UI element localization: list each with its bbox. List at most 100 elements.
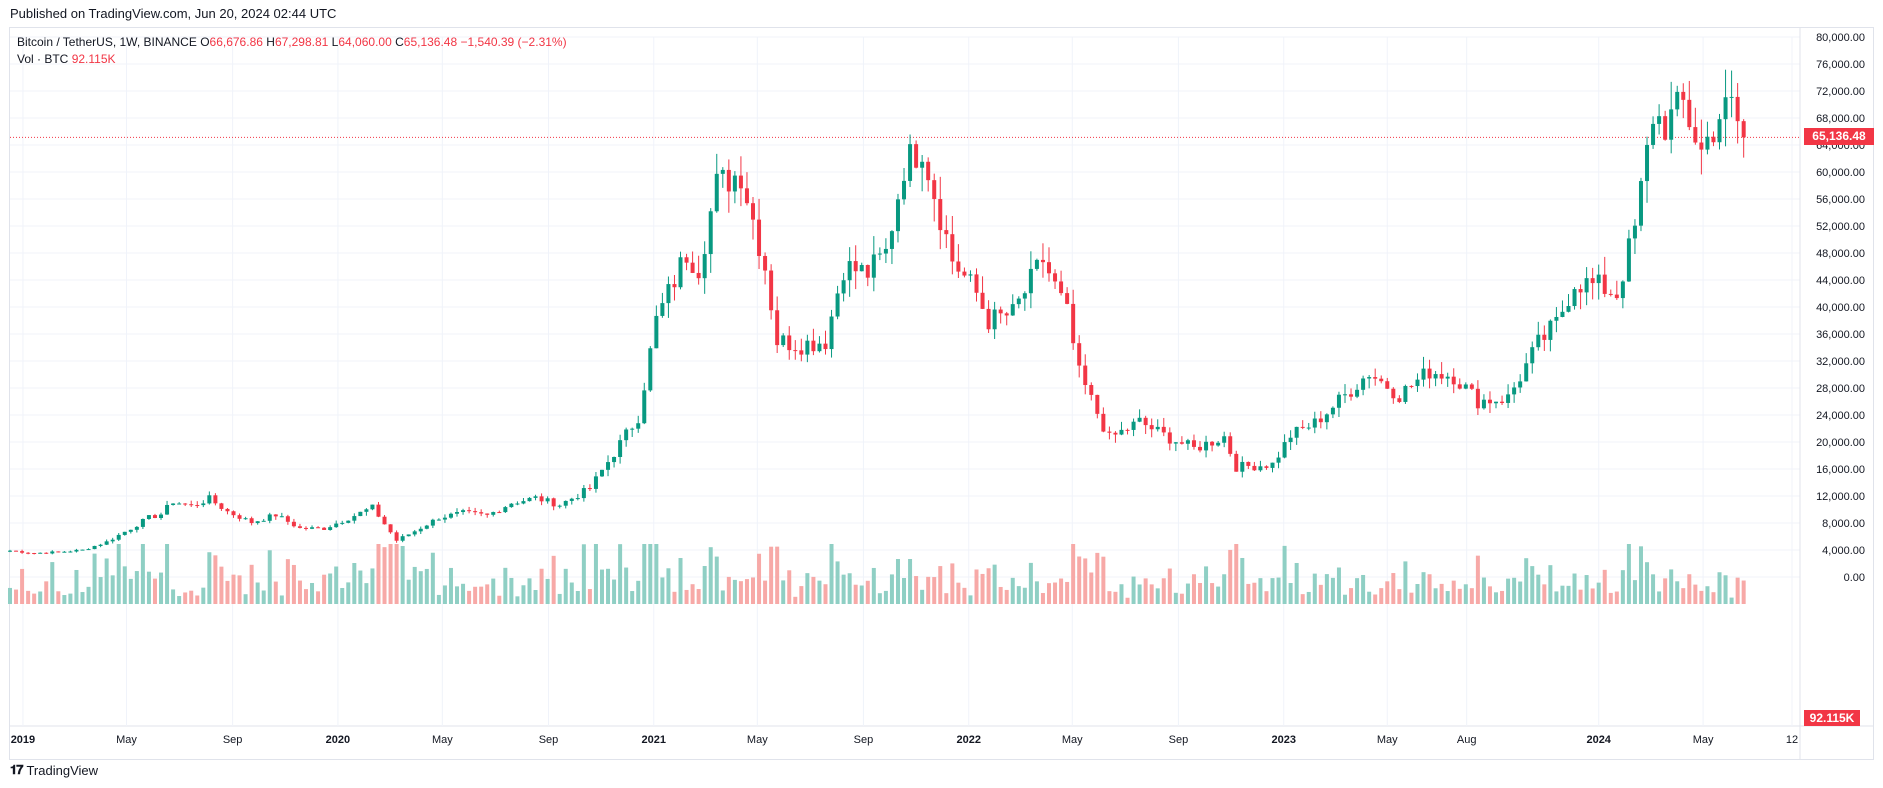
candle-body xyxy=(1614,294,1619,299)
volume-bar xyxy=(418,571,423,604)
candle-body xyxy=(146,515,151,519)
volume-bar xyxy=(720,590,725,604)
volume-bar xyxy=(1445,591,1450,604)
volume-bar xyxy=(50,562,55,604)
volume-row: Vol · BTC 92.115K xyxy=(17,51,567,68)
candle-body xyxy=(412,531,417,535)
y-tick-label: 20,000.00 xyxy=(1816,437,1865,449)
candle-body xyxy=(291,521,296,527)
volume-bar xyxy=(485,584,490,604)
volume-bar xyxy=(744,579,749,604)
candle-body xyxy=(68,551,73,553)
volume-bar xyxy=(775,546,780,604)
volume-bar xyxy=(340,587,345,604)
volume-bar xyxy=(92,553,97,604)
volume-bar xyxy=(938,566,943,604)
volume-bar xyxy=(678,558,683,604)
volume-bar xyxy=(1487,586,1492,604)
tradingview-footer[interactable]: 𝟏𝟕 TradingView xyxy=(10,762,98,778)
volume-bar xyxy=(195,595,200,604)
candle-body xyxy=(1077,343,1082,366)
volume-bar xyxy=(581,544,586,604)
candle-body xyxy=(841,280,846,294)
candle-body xyxy=(1723,97,1728,120)
volume-bar xyxy=(1536,574,1541,604)
x-tick-label: Sep xyxy=(539,734,559,746)
volume-bar xyxy=(1282,545,1287,604)
volume-bar xyxy=(1735,577,1740,604)
x-tick-label: 2022 xyxy=(956,734,980,746)
volume-bar xyxy=(1040,593,1045,604)
candle-body xyxy=(1246,461,1251,466)
candle-body xyxy=(871,254,876,278)
candle-body xyxy=(1083,365,1088,386)
volume-bar xyxy=(8,587,12,604)
y-tick-label: 36,000.00 xyxy=(1816,329,1865,341)
volume-bar xyxy=(104,558,109,604)
chart-frame[interactable] xyxy=(9,27,1874,760)
candle-body xyxy=(829,316,834,350)
volume-bar xyxy=(316,591,321,604)
candle-body xyxy=(1342,394,1347,396)
volume-bar xyxy=(654,544,659,604)
volume-bar xyxy=(140,544,145,604)
candle-body xyxy=(720,169,725,174)
volume-bar xyxy=(1596,582,1601,604)
candle-body xyxy=(1469,384,1474,389)
candle-body xyxy=(1234,453,1239,472)
close-value: 65,136.48 xyxy=(403,35,458,49)
candle-body xyxy=(793,350,798,352)
volume-bar xyxy=(279,595,284,604)
y-tick-label: 16,000.00 xyxy=(1816,464,1865,476)
y-tick-label: 4,000.00 xyxy=(1822,545,1865,557)
candle-body xyxy=(1240,461,1245,472)
x-tick-label: 2023 xyxy=(1271,734,1295,746)
candle-body xyxy=(1125,429,1130,431)
candle-body xyxy=(1608,293,1613,295)
ohlc-row: Bitcoin / TetherUS, 1W, BINANCE O66,676.… xyxy=(17,34,567,51)
candle-body xyxy=(1089,385,1094,395)
candle-body xyxy=(8,550,12,552)
volume-bar xyxy=(26,590,31,604)
candle-body xyxy=(436,519,441,521)
y-tick-label: 72,000.00 xyxy=(1816,86,1865,98)
candle-body xyxy=(1191,440,1196,447)
candle-body xyxy=(781,335,786,346)
volume-bar xyxy=(1149,584,1154,604)
volume-bar xyxy=(346,582,351,604)
candle-body xyxy=(1107,431,1112,433)
x-tick-label: May xyxy=(1377,734,1398,746)
candle-body xyxy=(998,309,1003,314)
candle-body xyxy=(92,545,97,550)
candle-body xyxy=(1463,384,1468,389)
candle-body xyxy=(1530,347,1535,364)
volume-bar xyxy=(1246,583,1251,604)
volume-bar xyxy=(1578,589,1583,604)
volume-bar xyxy=(171,589,176,604)
volume-bar xyxy=(1427,574,1432,604)
volume-bar xyxy=(1204,566,1209,604)
candle-body xyxy=(1451,376,1456,385)
candle-body xyxy=(1330,407,1335,415)
volume-bar xyxy=(376,544,381,604)
volume-bar xyxy=(895,559,900,604)
volume-bar xyxy=(980,573,985,604)
volume-bar xyxy=(1022,587,1027,604)
volume-bar xyxy=(1391,573,1396,604)
candle-body xyxy=(231,511,236,516)
volume-bar xyxy=(461,583,466,604)
candle-body xyxy=(1312,418,1317,428)
volume-bar xyxy=(1626,544,1631,604)
volume-bar xyxy=(328,573,333,604)
volume-bar xyxy=(249,564,254,604)
volume-bar xyxy=(1469,588,1474,604)
volume-bar xyxy=(865,580,870,604)
volume-bar xyxy=(726,576,731,604)
volume-bar xyxy=(1222,574,1227,604)
candle-body xyxy=(1010,304,1015,316)
volume-bar xyxy=(787,570,792,604)
candle-body xyxy=(618,440,623,457)
volume-bar xyxy=(696,589,701,604)
volume-bar xyxy=(666,568,671,604)
